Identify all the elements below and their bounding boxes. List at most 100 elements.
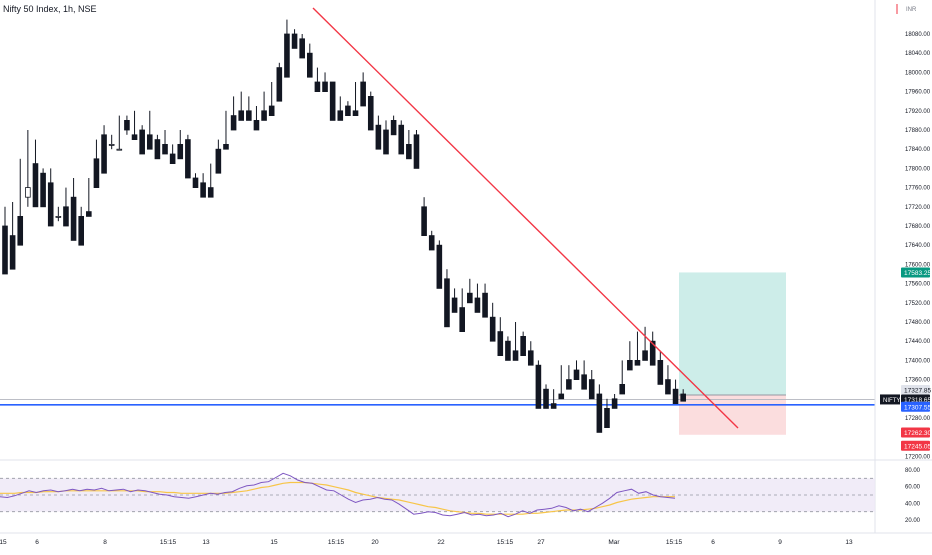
candle[interactable] (566, 379, 572, 390)
candle[interactable] (101, 134, 107, 174)
candle[interactable] (383, 129, 389, 155)
candle[interactable] (268, 105, 275, 116)
downtrend-line[interactable] (312, 7, 739, 429)
candle[interactable] (352, 110, 359, 117)
candle[interactable] (55, 215, 62, 218)
candle[interactable] (619, 383, 626, 395)
candle[interactable] (611, 398, 618, 409)
candle[interactable] (70, 196, 77, 241)
candle[interactable] (291, 33, 298, 49)
candle[interactable] (238, 110, 245, 121)
candle[interactable] (505, 340, 511, 361)
candle[interactable] (154, 139, 161, 160)
candle[interactable] (93, 158, 100, 189)
candle[interactable] (581, 374, 587, 390)
candle[interactable] (314, 81, 321, 92)
candle[interactable] (322, 81, 328, 92)
price-label-stop1[interactable] (901, 427, 930, 438)
loss-zone[interactable] (679, 395, 786, 435)
candle[interactable] (398, 124, 405, 155)
candle[interactable] (489, 316, 496, 342)
candle[interactable] (329, 81, 336, 121)
candle[interactable] (467, 292, 473, 304)
candle[interactable] (253, 120, 260, 131)
candle[interactable] (665, 379, 671, 395)
candle[interactable] (276, 67, 283, 102)
candle[interactable] (169, 153, 176, 164)
candle[interactable] (9, 235, 16, 270)
candle[interactable] (47, 182, 54, 227)
candle[interactable] (535, 364, 542, 409)
candle[interactable] (657, 359, 664, 385)
candle[interactable] (192, 177, 199, 188)
candle[interactable] (497, 331, 504, 357)
candle[interactable] (306, 52, 313, 78)
candle[interactable] (131, 134, 138, 141)
candle[interactable] (436, 244, 443, 289)
candle[interactable] (261, 110, 267, 121)
candle[interactable] (642, 350, 648, 361)
candle[interactable] (428, 235, 435, 251)
candle[interactable] (246, 110, 252, 121)
candle[interactable] (25, 187, 31, 198)
candle[interactable] (17, 215, 24, 246)
price-label-entry[interactable] (901, 385, 930, 396)
candle[interactable] (345, 105, 351, 116)
candle[interactable] (413, 134, 420, 169)
candle[interactable] (527, 350, 534, 366)
candle[interactable] (672, 388, 679, 405)
candle[interactable] (124, 120, 130, 131)
candle[interactable] (299, 38, 305, 59)
candle[interactable] (421, 206, 427, 237)
candle[interactable] (139, 129, 145, 155)
candle[interactable] (543, 388, 549, 409)
candle[interactable] (444, 278, 450, 328)
candle[interactable] (32, 163, 39, 208)
candle[interactable] (223, 143, 229, 150)
candle[interactable] (573, 369, 580, 381)
candle[interactable] (451, 297, 458, 313)
candle[interactable] (108, 143, 115, 146)
candle[interactable] (337, 110, 344, 121)
candle[interactable] (146, 134, 153, 150)
candle[interactable] (604, 407, 610, 428)
candle[interactable] (558, 393, 565, 400)
candle[interactable] (177, 143, 184, 160)
candle[interactable] (627, 359, 633, 371)
candle[interactable] (406, 143, 412, 160)
candle[interactable] (116, 148, 123, 151)
candle[interactable] (520, 335, 526, 356)
profit-zone[interactable] (679, 272, 786, 396)
price-label-hline[interactable] (901, 401, 930, 412)
price-label-target[interactable] (901, 267, 930, 278)
candle[interactable] (86, 211, 92, 217)
candle[interactable] (284, 33, 290, 78)
candle[interactable] (634, 359, 641, 366)
candle[interactable] (162, 143, 168, 155)
candle[interactable] (78, 215, 85, 246)
candle[interactable] (230, 115, 237, 131)
price-label-stop2[interactable] (901, 440, 930, 451)
candle[interactable] (390, 120, 397, 136)
candle[interactable] (375, 124, 382, 150)
candle[interactable] (360, 81, 366, 107)
candle[interactable] (185, 139, 191, 179)
rsi-line[interactable] (0, 472, 676, 518)
candle[interactable] (207, 187, 214, 198)
candle[interactable] (367, 96, 374, 131)
candle[interactable] (40, 172, 46, 208)
candle[interactable] (482, 292, 488, 318)
candle[interactable] (588, 379, 595, 400)
candle[interactable] (2, 225, 8, 275)
candle[interactable] (215, 148, 222, 174)
candle[interactable] (649, 340, 656, 366)
candle[interactable] (200, 182, 206, 198)
candle[interactable] (474, 297, 481, 313)
candle[interactable] (459, 307, 465, 333)
candle[interactable] (63, 206, 69, 227)
candle[interactable] (512, 350, 519, 361)
candle[interactable] (680, 393, 686, 402)
candle[interactable] (596, 393, 603, 433)
candle[interactable] (550, 403, 557, 409)
